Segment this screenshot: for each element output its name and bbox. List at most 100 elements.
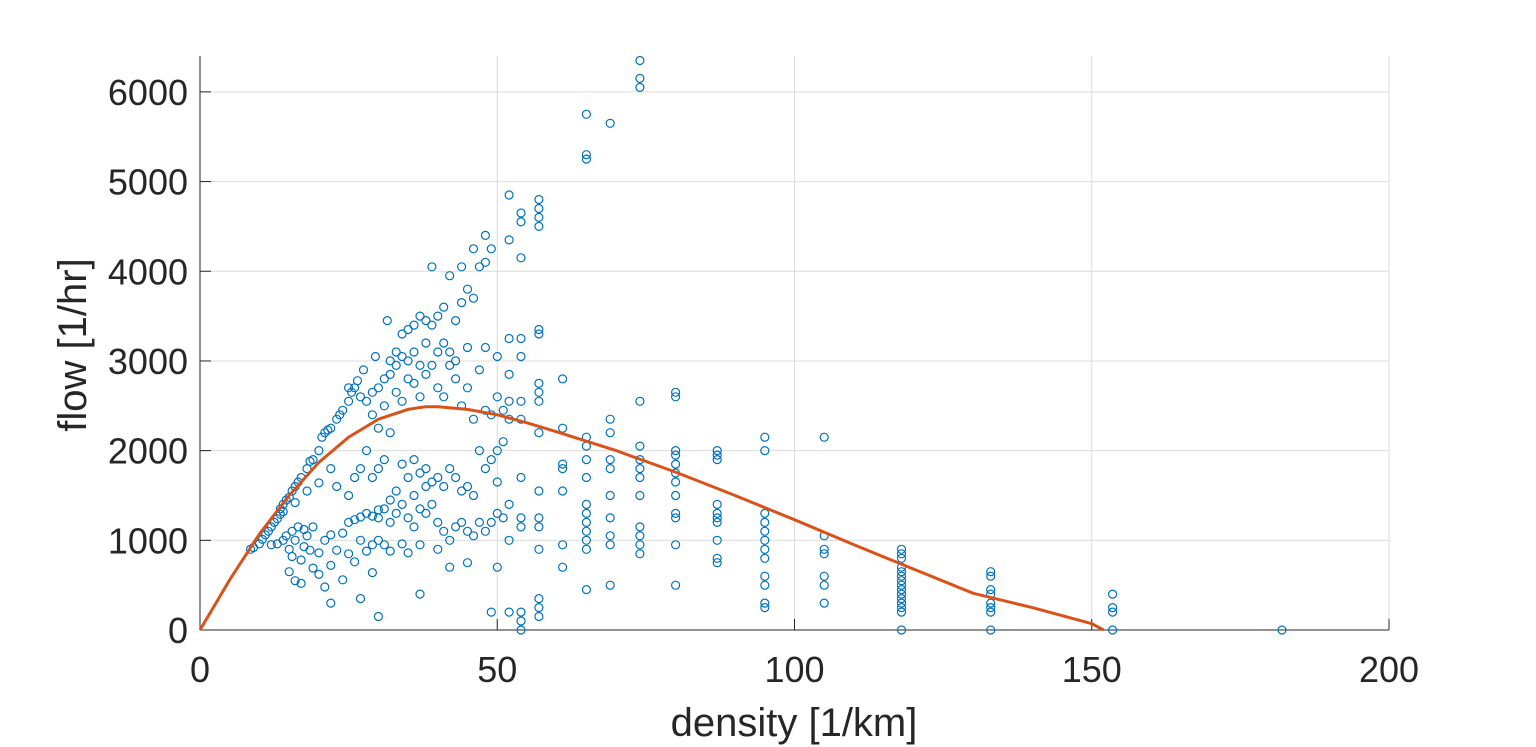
data-point: [635, 490, 645, 501]
data-point: [712, 450, 722, 460]
data-point: [397, 459, 407, 469]
data-point: [332, 481, 342, 492]
data-point: [896, 607, 907, 617]
data-point: [468, 414, 479, 424]
data-point: [468, 531, 479, 541]
data-point: [581, 154, 592, 164]
data-point: [427, 320, 437, 330]
data-point: [581, 109, 592, 119]
data-point: [516, 616, 526, 626]
data-point: [760, 508, 770, 519]
data-point: [314, 569, 324, 580]
data-point: [670, 387, 681, 397]
data-point: [287, 551, 297, 562]
data-point: [492, 446, 502, 456]
data-point: [379, 504, 389, 514]
data-point: [605, 464, 615, 474]
data-point: [492, 351, 502, 362]
data-point: [355, 535, 366, 545]
data-point: [480, 405, 490, 415]
data-point: [534, 513, 544, 523]
data-point: [635, 396, 645, 406]
data-point: [760, 580, 770, 590]
data-point: [385, 369, 395, 379]
data-point: [896, 549, 907, 559]
data-point: [819, 549, 829, 559]
data-point: [605, 490, 615, 501]
data-point: [635, 82, 645, 93]
data-point: [605, 513, 615, 523]
data-point: [635, 549, 645, 559]
data-point: [1107, 589, 1118, 599]
y-tick-label: 5000: [108, 162, 188, 203]
data-point: [281, 531, 291, 541]
data-point: [457, 486, 467, 496]
data-point: [468, 293, 479, 303]
data-point: [415, 589, 425, 599]
data-point: [986, 625, 996, 635]
data-point: [557, 464, 568, 474]
data-point: [355, 593, 366, 604]
data-point: [670, 580, 681, 590]
data-point: [712, 553, 722, 563]
data-point: [296, 555, 306, 565]
data-point: [581, 526, 592, 536]
data-point: [986, 584, 996, 595]
data-point: [415, 504, 425, 514]
data-point: [819, 544, 829, 554]
data-point: [1107, 602, 1118, 613]
data-point: [445, 360, 455, 370]
data-point: [605, 540, 615, 550]
data-point: [1107, 607, 1118, 617]
data-point: [670, 446, 681, 456]
data-point: [480, 230, 490, 240]
y-tick-label: 0: [168, 610, 188, 651]
data-point: [516, 625, 526, 635]
data-point: [367, 511, 377, 521]
data-point: [670, 508, 681, 519]
data-point: [492, 562, 502, 572]
data-point: [504, 333, 514, 344]
data-point: [403, 356, 413, 366]
data-point: [480, 342, 490, 353]
data-point: [557, 540, 568, 550]
data-point: [457, 517, 467, 528]
data-point: [474, 517, 484, 528]
data-point: [284, 567, 294, 577]
data-point: [326, 560, 336, 571]
data-point: [457, 262, 467, 272]
data-point: [254, 539, 264, 549]
data-point: [445, 562, 455, 572]
data-point: [896, 580, 907, 590]
data-point: [367, 472, 377, 483]
data-point: [605, 118, 615, 128]
data-point: [534, 428, 544, 438]
data-point: [326, 530, 336, 540]
data-point: [326, 598, 336, 608]
data-point: [397, 499, 407, 509]
data-point: [451, 472, 461, 483]
data-point: [534, 329, 544, 339]
data-point: [534, 324, 544, 335]
data-point: [308, 563, 318, 573]
data-point: [344, 383, 354, 393]
data-point: [451, 316, 461, 326]
data-point: [557, 459, 568, 469]
data-point: [462, 383, 473, 393]
data-point: [516, 351, 526, 362]
data-point: [896, 571, 907, 581]
data-point: [445, 535, 455, 545]
data-point: [367, 540, 377, 550]
data-point: [385, 517, 395, 528]
data-point: [421, 338, 431, 348]
data-point: [516, 522, 526, 532]
data-point: [581, 517, 592, 528]
data-point: [486, 607, 496, 617]
data-point: [468, 244, 479, 254]
x-tick-label: 0: [190, 649, 210, 690]
data-point: [427, 477, 437, 487]
data-point: [760, 526, 770, 536]
data-point: [320, 535, 330, 545]
data-point: [504, 396, 514, 406]
